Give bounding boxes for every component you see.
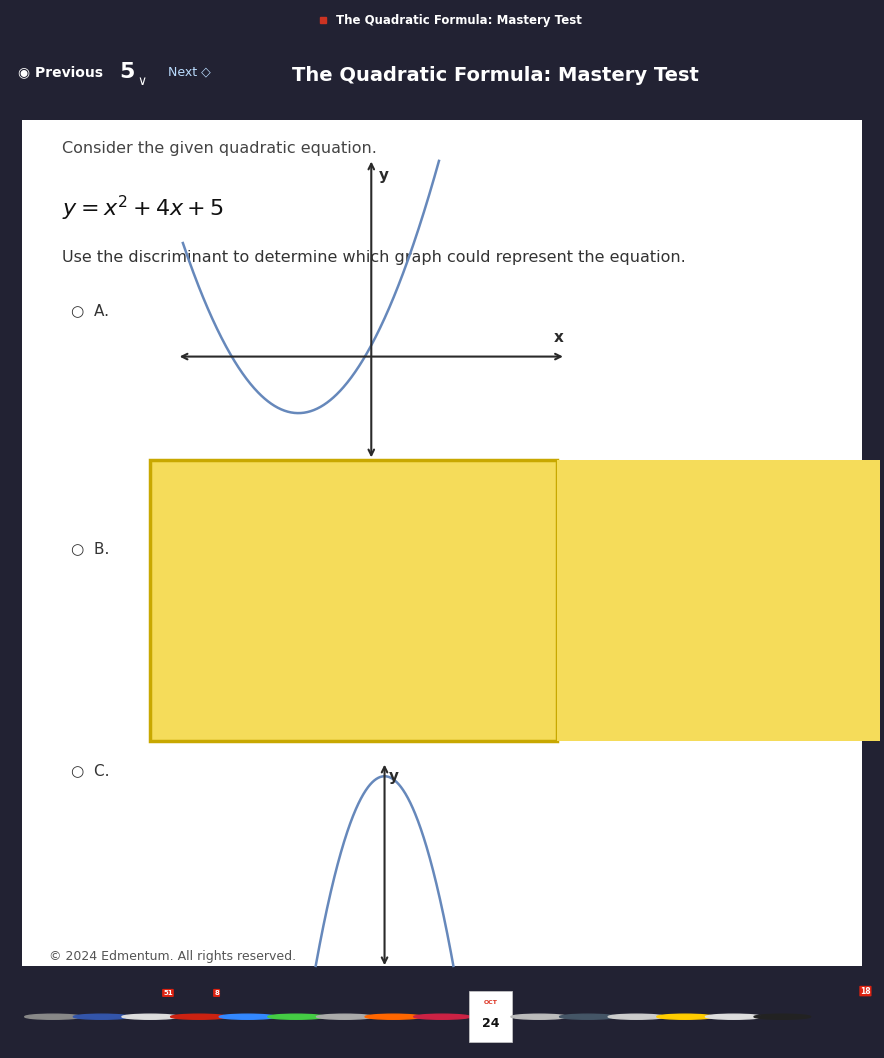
Text: 8: 8 <box>214 990 219 996</box>
Text: x: x <box>553 330 563 345</box>
Text: y: y <box>378 168 389 183</box>
Circle shape <box>414 1015 470 1019</box>
Text: x: x <box>545 606 555 621</box>
Text: 18: 18 <box>860 986 871 996</box>
Text: y: y <box>374 474 384 489</box>
Circle shape <box>122 1015 179 1019</box>
Text: ◉ Previous: ◉ Previous <box>18 66 103 79</box>
Circle shape <box>219 1015 276 1019</box>
Text: OCT: OCT <box>484 1000 498 1005</box>
Circle shape <box>73 1015 130 1019</box>
Text: 24: 24 <box>482 1017 499 1029</box>
Text: ○  A.: ○ A. <box>71 304 109 318</box>
Text: The Quadratic Formula: Mastery Test: The Quadratic Formula: Mastery Test <box>336 14 582 26</box>
Circle shape <box>608 1015 665 1019</box>
Text: Consider the given quadratic equation.: Consider the given quadratic equation. <box>62 142 377 157</box>
Text: y: y <box>389 769 399 784</box>
Circle shape <box>511 1015 568 1019</box>
Circle shape <box>560 1015 616 1019</box>
Text: ○  C.: ○ C. <box>71 763 110 778</box>
Circle shape <box>316 1015 373 1019</box>
Text: Use the discriminant to determine which graph could represent the equation.: Use the discriminant to determine which … <box>62 250 686 264</box>
Bar <box>469 991 512 1042</box>
Text: $y = x^2 + 4x + 5$: $y = x^2 + 4x + 5$ <box>62 194 224 222</box>
Circle shape <box>365 1015 422 1019</box>
Circle shape <box>25 1015 81 1019</box>
Circle shape <box>705 1015 762 1019</box>
Text: The Quadratic Formula: Mastery Test: The Quadratic Formula: Mastery Test <box>292 67 698 85</box>
Text: ∨: ∨ <box>137 75 146 88</box>
Text: ○  B.: ○ B. <box>71 541 109 555</box>
Text: 5: 5 <box>119 62 134 83</box>
Circle shape <box>171 1015 227 1019</box>
Text: 51: 51 <box>164 990 172 996</box>
Circle shape <box>657 1015 713 1019</box>
Text: Next ◇: Next ◇ <box>168 66 210 78</box>
Text: © 2024 Edmentum. All rights reserved.: © 2024 Edmentum. All rights reserved. <box>49 950 296 963</box>
Circle shape <box>268 1015 324 1019</box>
Circle shape <box>754 1015 811 1019</box>
